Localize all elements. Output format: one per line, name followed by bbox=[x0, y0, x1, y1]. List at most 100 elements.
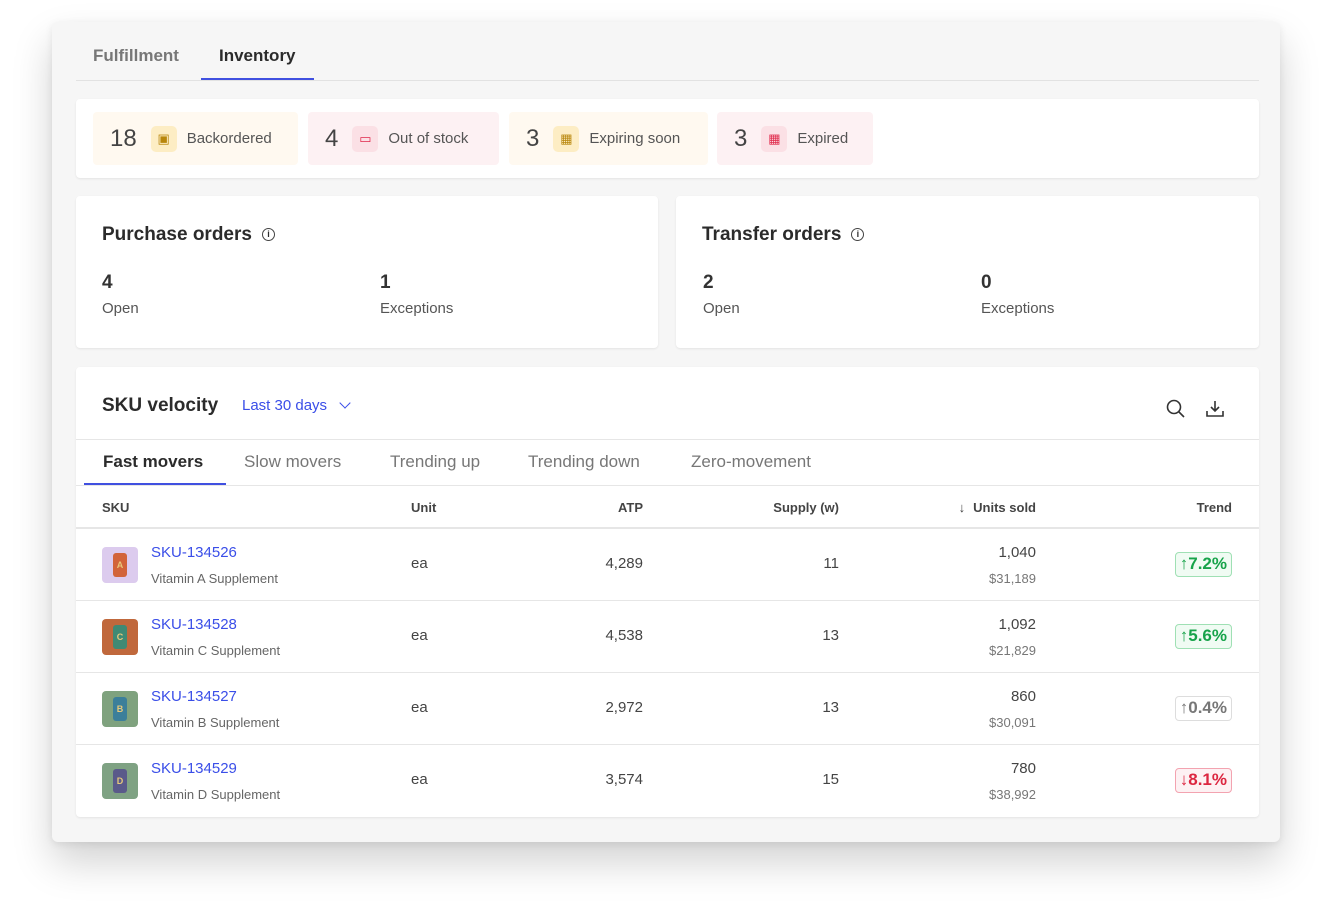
to-exceptions[interactable]: 0 Exceptions bbox=[981, 272, 1054, 317]
info-icon[interactable]: i bbox=[261, 228, 275, 242]
purchase-orders-title: Purchase orders bbox=[102, 224, 252, 245]
arrow-up-icon: ↑ bbox=[1179, 698, 1189, 717]
empty-shelf-icon: ▭ bbox=[352, 125, 379, 152]
tab-fast-movers[interactable]: Fast movers bbox=[103, 452, 204, 471]
product-thumbnail: C bbox=[102, 619, 138, 655]
trend-badge: ↓8.1% bbox=[1174, 768, 1232, 793]
po-exceptions-label: Exceptions bbox=[380, 300, 454, 317]
po-exceptions[interactable]: 1 Exceptions bbox=[380, 272, 453, 317]
to-open[interactable]: 2 Open bbox=[703, 272, 740, 317]
units-sold-cell: 1,040 bbox=[998, 544, 1036, 561]
tab-zero-movement[interactable]: Zero-movement bbox=[691, 452, 811, 471]
column-sku[interactable]: SKU bbox=[102, 500, 130, 515]
unit-cell: ea bbox=[411, 699, 428, 716]
column-trend[interactable]: Trend bbox=[1196, 500, 1232, 515]
arrow-up-icon: ↑ bbox=[1179, 554, 1189, 573]
atp-cell: 3,574 bbox=[605, 771, 643, 788]
revenue-cell: $38,992 bbox=[989, 787, 1036, 802]
column-units-sold[interactable]: ↓ Units sold bbox=[959, 500, 1036, 515]
date-range-dropdown[interactable]: Last 30 days bbox=[242, 397, 351, 414]
box-alert-icon: ▣ bbox=[150, 125, 177, 152]
column-units-sold-label: Units sold bbox=[973, 500, 1036, 515]
tab-fulfillment[interactable]: Fulfillment bbox=[93, 46, 179, 65]
info-icon[interactable]: i bbox=[851, 228, 865, 242]
trend-value: 0.4% bbox=[1188, 698, 1227, 717]
tab-slow-movers[interactable]: Slow movers bbox=[244, 452, 342, 471]
alert-label: Out of stock bbox=[388, 130, 469, 147]
alert-count: 18 bbox=[110, 124, 137, 152]
product-name: Vitamin A Supplement bbox=[151, 571, 278, 586]
alerts-strip: 18 ▣ Backordered 4 ▭ Out of stock 3 ▦ Expiring s… bbox=[76, 99, 1259, 178]
search-icon[interactable] bbox=[1165, 398, 1187, 420]
bottle-icon: A bbox=[113, 553, 127, 577]
supply-cell: 11 bbox=[823, 555, 839, 572]
table-row[interactable]: A SKU-134526 Vitamin A Supplement ea 4,2… bbox=[76, 528, 1259, 600]
unit-cell: ea bbox=[411, 627, 428, 644]
alert-count: 3 bbox=[526, 124, 540, 152]
tab-trending-down[interactable]: Trending down bbox=[528, 452, 640, 471]
sku-link[interactable]: SKU-134526 bbox=[151, 544, 237, 561]
download-icon[interactable] bbox=[1204, 398, 1226, 420]
bottle-icon: B bbox=[113, 697, 127, 721]
units-sold-cell: 860 bbox=[1010, 688, 1036, 705]
supply-cell: 13 bbox=[822, 699, 839, 716]
product-name: Vitamin D Supplement bbox=[151, 787, 281, 802]
calendar-alert-icon: ▦ bbox=[553, 125, 580, 152]
alert-chip-expired[interactable]: 3 ▦ Expired bbox=[717, 112, 873, 165]
sort-descending-icon: ↓ bbox=[958, 500, 966, 515]
alert-chip-backordered[interactable]: 18 ▣ Backordered bbox=[93, 112, 298, 165]
atp-cell: 2,972 bbox=[605, 699, 643, 716]
atp-cell: 4,538 bbox=[605, 627, 643, 644]
date-range-label: Last 30 days bbox=[242, 397, 328, 414]
alert-count: 3 bbox=[734, 124, 748, 152]
column-unit[interactable]: Unit bbox=[411, 500, 437, 515]
transfer-orders-card: Transfer orders i 2 Open 0 Exceptions bbox=[676, 196, 1259, 348]
tab-inventory[interactable]: Inventory bbox=[201, 46, 313, 80]
table-row[interactable]: B SKU-134527 Vitamin B Supplement ea 2,9… bbox=[76, 672, 1259, 744]
active-tab-indicator bbox=[84, 483, 226, 485]
bottle-icon: D bbox=[113, 769, 127, 793]
sku-link[interactable]: SKU-134528 bbox=[151, 616, 237, 633]
revenue-cell: $21,829 bbox=[989, 643, 1036, 658]
po-open-value: 4 bbox=[102, 272, 113, 293]
to-exceptions-value: 0 bbox=[981, 272, 992, 293]
revenue-cell: $31,189 bbox=[989, 571, 1036, 586]
arrow-up-icon: ↑ bbox=[1179, 626, 1189, 645]
to-exceptions-label: Exceptions bbox=[981, 300, 1055, 317]
unit-cell: ea bbox=[411, 555, 428, 572]
atp-cell: 4,289 bbox=[605, 555, 643, 572]
po-open-label: Open bbox=[102, 300, 139, 317]
trend-value: 8.1% bbox=[1188, 770, 1227, 789]
po-open[interactable]: 4 Open bbox=[102, 272, 139, 317]
to-open-value: 2 bbox=[703, 272, 714, 293]
table-row[interactable]: D SKU-134529 Vitamin D Supplement ea 3,5… bbox=[76, 744, 1259, 816]
po-exceptions-value: 1 bbox=[380, 272, 391, 293]
trend-value: 5.6% bbox=[1188, 626, 1227, 645]
alert-label: Expired bbox=[797, 130, 849, 147]
sku-link[interactable]: SKU-134527 bbox=[151, 688, 237, 705]
tab-trending-up[interactable]: Trending up bbox=[390, 452, 481, 471]
alert-chip-out-of-stock[interactable]: 4 ▭ Out of stock bbox=[308, 112, 499, 165]
alert-label: Backordered bbox=[186, 130, 272, 147]
supply-cell: 13 bbox=[822, 627, 839, 644]
trend-badge: ↑0.4% bbox=[1174, 696, 1232, 721]
units-sold-cell: 1,092 bbox=[998, 616, 1036, 633]
product-thumbnail: B bbox=[102, 691, 138, 727]
sku-velocity-card: SKU velocity Last 30 days Fast movers Slo… bbox=[76, 367, 1259, 817]
column-atp[interactable]: ATP bbox=[617, 500, 643, 515]
column-supply[interactable]: Supply (w) bbox=[773, 500, 839, 515]
arrow-down-icon: ↓ bbox=[1179, 770, 1189, 789]
trend-badge: ↑7.2% bbox=[1174, 552, 1232, 577]
sku-velocity-title: SKU velocity bbox=[102, 395, 219, 416]
supply-cell: 15 bbox=[822, 771, 839, 788]
units-sold-cell: 780 bbox=[1010, 760, 1036, 777]
chevron-down-icon bbox=[339, 397, 351, 409]
trend-value: 7.2% bbox=[1188, 554, 1227, 573]
unit-cell: ea bbox=[411, 771, 428, 788]
sku-link[interactable]: SKU-134529 bbox=[151, 760, 237, 777]
product-name: Vitamin C Supplement bbox=[151, 643, 281, 658]
to-open-label: Open bbox=[703, 300, 740, 317]
alert-chip-expiring-soon[interactable]: 3 ▦ Expiring soon bbox=[509, 112, 708, 165]
alert-label: Expiring soon bbox=[589, 130, 681, 147]
table-row[interactable]: C SKU-134528 Vitamin C Supplement ea 4,5… bbox=[76, 600, 1259, 672]
